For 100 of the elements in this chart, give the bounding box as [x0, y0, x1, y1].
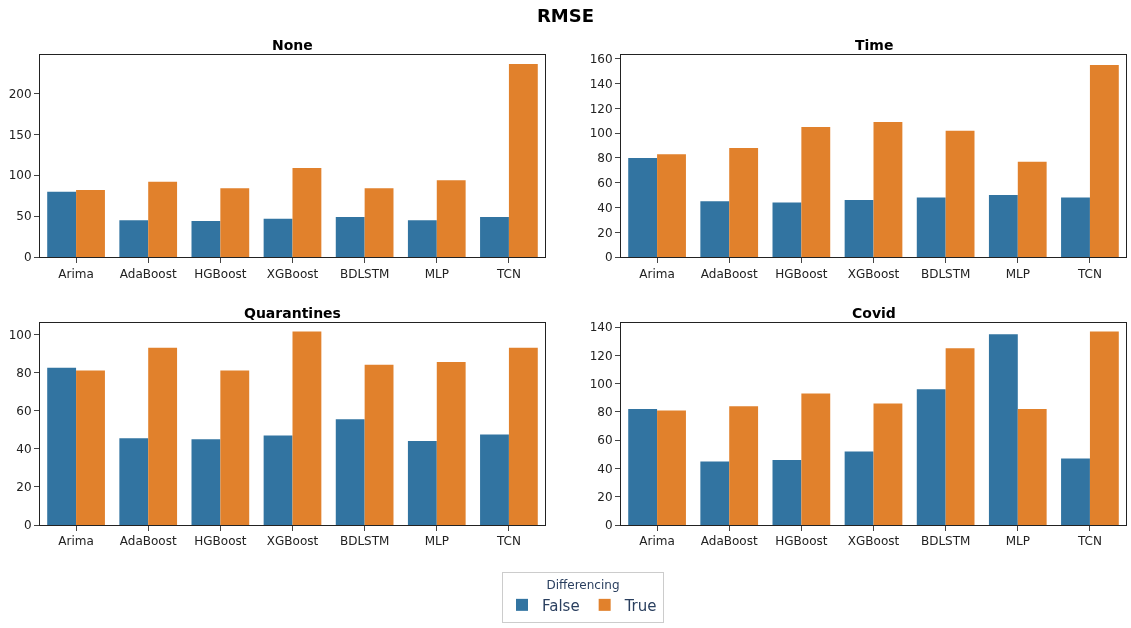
x-tick-label: AdaBoost	[119, 534, 177, 549]
bar	[148, 347, 178, 525]
bar	[801, 393, 831, 525]
bar	[508, 64, 538, 258]
x-tick-label: AdaBoost	[119, 266, 177, 281]
y-tick-label: 60	[16, 403, 32, 418]
bar	[335, 217, 365, 258]
y-tick-label: 40	[597, 200, 613, 215]
bar	[945, 348, 975, 525]
x-tick-label: XGBoost	[847, 266, 900, 281]
y-tick-label: 0	[23, 250, 32, 265]
bar	[772, 202, 802, 258]
x-tick-label: XGBoost	[266, 534, 319, 549]
bar	[263, 218, 293, 258]
bar	[191, 439, 221, 525]
bar	[220, 188, 250, 258]
y-tick-label: 100	[589, 126, 613, 141]
chart-title: None	[272, 37, 313, 53]
y-tick-label: 80	[16, 365, 32, 380]
x-tick-label: HGBoost	[775, 266, 828, 281]
y-tick-label: 20	[597, 489, 613, 504]
bar	[119, 220, 149, 258]
x-tick-label: TCN	[1076, 266, 1102, 281]
y-tick-label: 150	[8, 127, 32, 142]
bar	[873, 121, 903, 258]
x-tick-label: MLP	[1005, 266, 1030, 281]
bar	[47, 191, 77, 258]
y-tick-label: 80	[597, 405, 613, 420]
x-tick-label: HGBoost	[194, 266, 247, 281]
bar	[220, 370, 250, 525]
x-tick-label: AdaBoost	[700, 534, 758, 549]
x-tick-label: BDLSTM	[920, 534, 971, 549]
bar	[988, 334, 1018, 525]
bar	[1017, 409, 1047, 525]
y-tick-label: 100	[8, 168, 32, 183]
x-tick-label: AdaBoost	[700, 266, 758, 281]
x-tick-label: TCN	[1076, 534, 1102, 549]
chart-title: Time	[855, 37, 894, 53]
x-tick-label: MLP	[424, 534, 449, 549]
y-tick-label: 160	[589, 51, 613, 66]
bar	[1089, 64, 1119, 258]
bar	[772, 459, 802, 525]
bar	[657, 154, 686, 258]
x-tick-label: TCN	[495, 534, 521, 549]
bar	[407, 220, 437, 258]
bar	[480, 434, 509, 525]
x-tick-label: XGBoost	[266, 266, 319, 281]
bar	[191, 221, 221, 258]
x-tick-label: Arima	[58, 266, 94, 281]
y-tick-label: 20	[597, 225, 613, 240]
x-tick-label: XGBoost	[847, 534, 900, 549]
bar	[119, 438, 149, 525]
y-tick-label: 100	[589, 376, 613, 391]
text: RMSE	[536, 5, 595, 27]
legend-label: True	[623, 596, 657, 615]
bar	[916, 197, 946, 258]
chart-title: Quarantines	[244, 305, 341, 321]
bar	[335, 419, 365, 525]
legend-label: False	[542, 596, 580, 615]
x-tick-label: BDLSTM	[339, 266, 390, 281]
bar	[1089, 331, 1119, 525]
y-tick-label: 140	[589, 320, 613, 335]
bar	[873, 403, 903, 525]
bar	[1061, 197, 1090, 258]
bar	[480, 217, 509, 258]
x-tick-label: Arima	[639, 266, 675, 281]
y-tick-label: 140	[589, 76, 613, 91]
bar	[76, 370, 105, 525]
bar	[844, 200, 874, 258]
x-tick-label: HGBoost	[775, 534, 828, 549]
y-tick-label: 100	[8, 327, 32, 342]
y-tick-label: 120	[589, 348, 613, 363]
bar	[844, 451, 874, 525]
bar	[148, 181, 178, 258]
x-tick-label: BDLSTM	[920, 266, 971, 281]
x-tick-label: TCN	[495, 266, 521, 281]
y-tick-label: 200	[8, 86, 32, 101]
bar	[47, 367, 77, 525]
y-tick-label: 120	[589, 101, 613, 116]
bar	[700, 201, 730, 258]
bar	[729, 406, 759, 525]
bar	[263, 435, 293, 525]
x-tick-label: MLP	[424, 266, 449, 281]
bar	[657, 410, 686, 525]
x-tick-label: Arima	[58, 534, 94, 549]
bar	[628, 409, 658, 525]
bar	[292, 167, 322, 258]
bar	[436, 361, 466, 525]
y-tick-label: 0	[604, 518, 613, 533]
bar	[1061, 458, 1090, 525]
chart-title: Covid	[852, 305, 896, 321]
y-tick-label: 50	[16, 209, 32, 224]
bar	[436, 180, 466, 258]
x-tick-label: MLP	[1005, 534, 1030, 549]
bar	[292, 331, 322, 525]
bar	[364, 364, 394, 525]
bar	[916, 389, 946, 525]
y-tick-label: 20	[16, 480, 32, 495]
y-tick-label: 40	[597, 461, 613, 476]
x-tick-label: HGBoost	[194, 534, 247, 549]
